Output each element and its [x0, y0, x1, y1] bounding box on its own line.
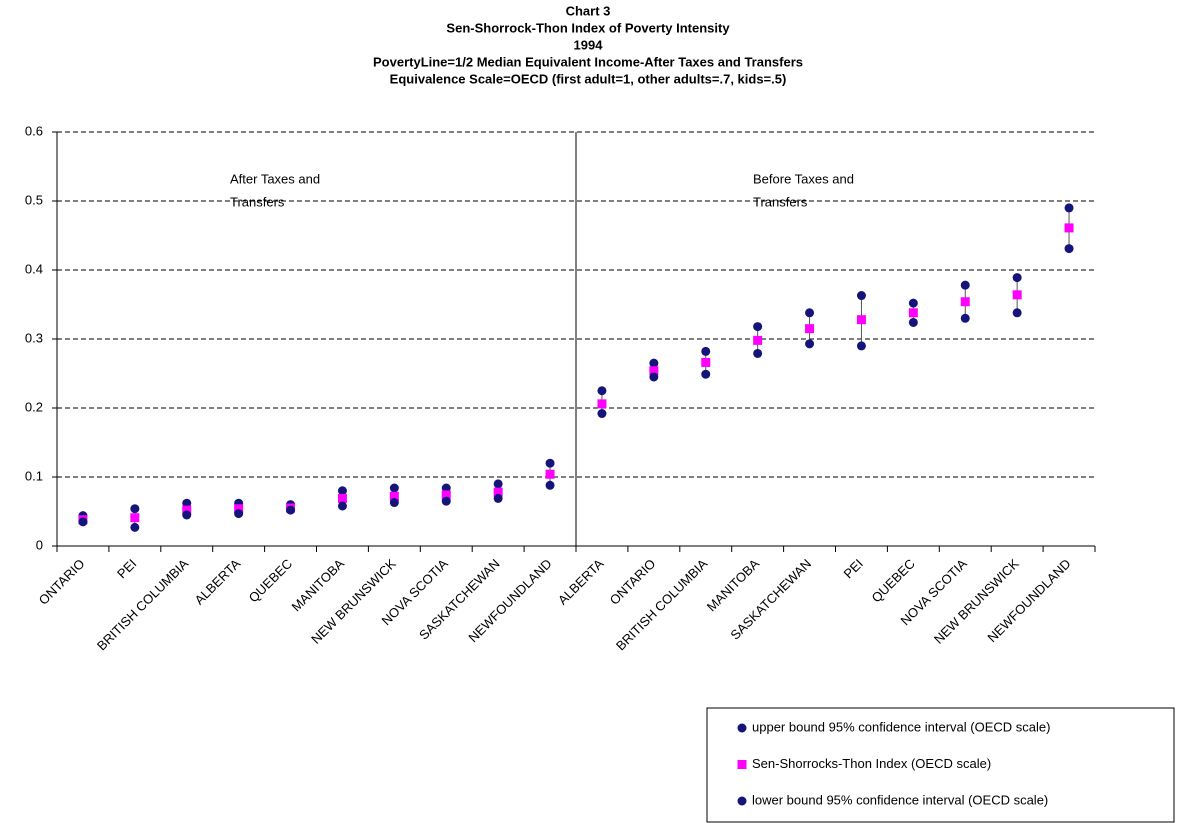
y-tick-label: 0.3: [25, 330, 43, 345]
point: [960, 297, 970, 307]
point: [441, 496, 451, 506]
point: [1012, 290, 1022, 300]
annotation: After Taxes and: [230, 171, 320, 186]
point: [493, 479, 503, 489]
point: [737, 723, 747, 733]
point: [182, 505, 192, 515]
point: [337, 493, 347, 503]
point: [856, 341, 866, 351]
point: [441, 490, 451, 500]
point: [649, 366, 659, 376]
chart-title: Chart 3: [566, 3, 611, 18]
point: [1064, 203, 1074, 213]
point: [234, 504, 244, 514]
point: [441, 483, 451, 493]
point: [545, 458, 555, 468]
point: [78, 517, 88, 527]
y-tick-label: 0.6: [25, 123, 43, 138]
point: [805, 339, 815, 349]
point: [701, 346, 711, 356]
point: [1012, 273, 1022, 283]
point: [908, 308, 918, 318]
annotation: Transfers: [753, 194, 808, 209]
x-tick-label: BRITISH COLUMBIA: [613, 556, 711, 654]
point: [493, 493, 503, 503]
point: [389, 483, 399, 493]
point: [389, 498, 399, 508]
legend-label: lower bound 95% confidence interval (OEC…: [752, 792, 1048, 807]
point: [286, 505, 296, 515]
chart-title: Sen-Shorrock-Thon Index of Poverty Inten…: [446, 20, 730, 35]
point: [130, 513, 140, 523]
point: [701, 369, 711, 379]
y-tick-label: 0: [36, 537, 43, 552]
y-tick-label: 0.5: [25, 192, 43, 207]
point: [753, 335, 763, 345]
point: [737, 796, 747, 806]
point: [1064, 244, 1074, 254]
point: [182, 498, 192, 508]
point: [960, 280, 970, 290]
chart-title: PovertyLine=1/2 Median Equivalent Income…: [373, 54, 803, 69]
x-tick-label: PEI: [114, 556, 139, 581]
x-tick-label: QUEBEC: [868, 556, 917, 605]
point: [753, 322, 763, 332]
point: [908, 317, 918, 327]
point: [597, 399, 607, 409]
point: [1012, 308, 1022, 318]
point: [234, 509, 244, 519]
point: [856, 291, 866, 301]
x-tick-label: PEI: [841, 556, 866, 581]
point: [805, 324, 815, 334]
point: [701, 357, 711, 367]
annotation: Transfers: [230, 194, 285, 209]
x-tick-label: ALBERTA: [555, 556, 607, 608]
legend-label: Sen-Shorrocks-Thon Index (OECD scale): [752, 756, 991, 771]
chart-title: Equivalence Scale=OECD (first adult=1, o…: [390, 71, 787, 86]
point: [545, 480, 555, 490]
y-tick-label: 0.2: [25, 399, 43, 414]
x-tick-label: QUEBEC: [246, 556, 295, 605]
point: [337, 501, 347, 511]
point: [1064, 223, 1074, 233]
x-tick-label: BRITISH COLUMBIA: [94, 556, 192, 654]
point: [649, 372, 659, 382]
point: [597, 409, 607, 419]
point: [753, 348, 763, 358]
legend-label: upper bound 95% confidence interval (OEC…: [752, 719, 1050, 734]
point: [737, 760, 747, 769]
point: [182, 510, 192, 520]
point: [130, 504, 140, 514]
point: [493, 487, 503, 497]
x-tick-label: ONTARIO: [607, 556, 659, 608]
point: [597, 386, 607, 396]
x-tick-label: ALBERTA: [192, 556, 244, 608]
y-tick-label: 0.1: [25, 468, 43, 483]
point: [649, 358, 659, 368]
legend-box: [706, 707, 1175, 823]
point: [130, 522, 140, 532]
annotation: Before Taxes and: [753, 171, 854, 186]
point: [856, 315, 866, 325]
point: [545, 469, 555, 479]
chart-title: 1994: [574, 37, 604, 52]
point: [337, 486, 347, 496]
y-tick-label: 0.4: [25, 261, 43, 276]
x-tick-label: ONTARIO: [36, 556, 88, 608]
point: [908, 298, 918, 308]
point: [805, 308, 815, 318]
point: [960, 313, 970, 323]
point: [389, 491, 399, 501]
